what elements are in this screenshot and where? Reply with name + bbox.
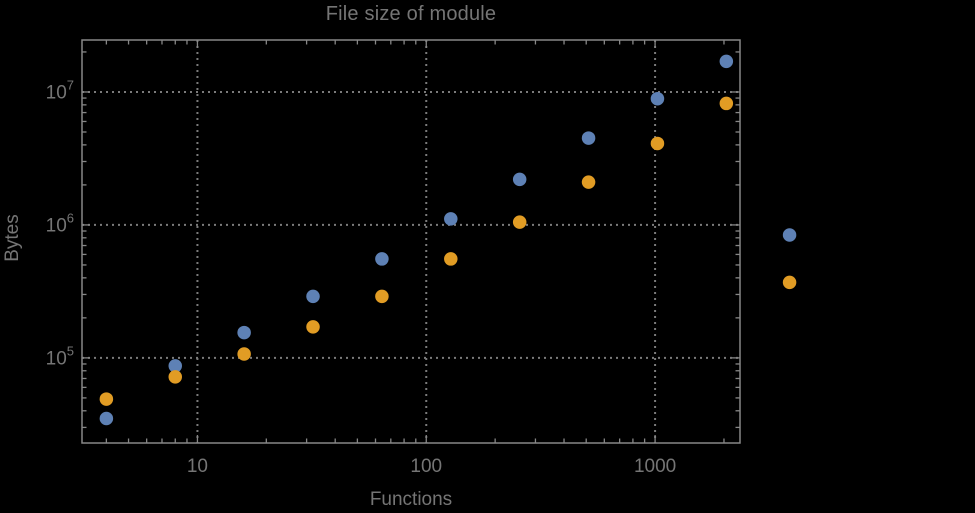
data-point-blue: [719, 54, 734, 69]
data-point-blue: [581, 131, 596, 145]
data-point-orange: [650, 136, 665, 151]
x-tick-label-1000: 1000: [634, 456, 676, 477]
data-point-blue: [375, 252, 389, 266]
x-axis-title: Functions: [369, 489, 453, 510]
data-point-blue: [237, 325, 251, 340]
chart-title: File size of module: [325, 3, 497, 25]
data-point-orange: [237, 347, 251, 361]
data-point-blue: [512, 172, 527, 187]
y-axis-title: Bytes: [2, 214, 23, 262]
data-point-orange: [306, 320, 320, 334]
data-point-blue: [99, 411, 114, 426]
data-point-blue: [650, 91, 665, 106]
x-tick-label-100: 100: [410, 456, 442, 477]
data-point-orange: [782, 275, 797, 290]
y-tick-label-10e7: 107: [46, 77, 74, 103]
plot-frame: [81, 39, 741, 444]
data-point-orange: [719, 96, 734, 111]
x-tick-label-10: 10: [187, 456, 208, 477]
data-point-orange: [512, 215, 527, 229]
data-point-blue: [306, 289, 320, 304]
y-tick-label-10e5: 105: [46, 343, 74, 369]
y-tick-label-10e6: 106: [46, 210, 74, 236]
data-point-orange: [168, 370, 183, 384]
data-point-blue: [444, 212, 458, 226]
data-point-blue: [782, 228, 797, 242]
data-point-blue: [168, 359, 183, 373]
data-point-orange: [581, 175, 596, 189]
data-point-orange: [99, 392, 114, 406]
data-point-orange: [444, 252, 458, 266]
data-point-orange: [375, 289, 389, 304]
